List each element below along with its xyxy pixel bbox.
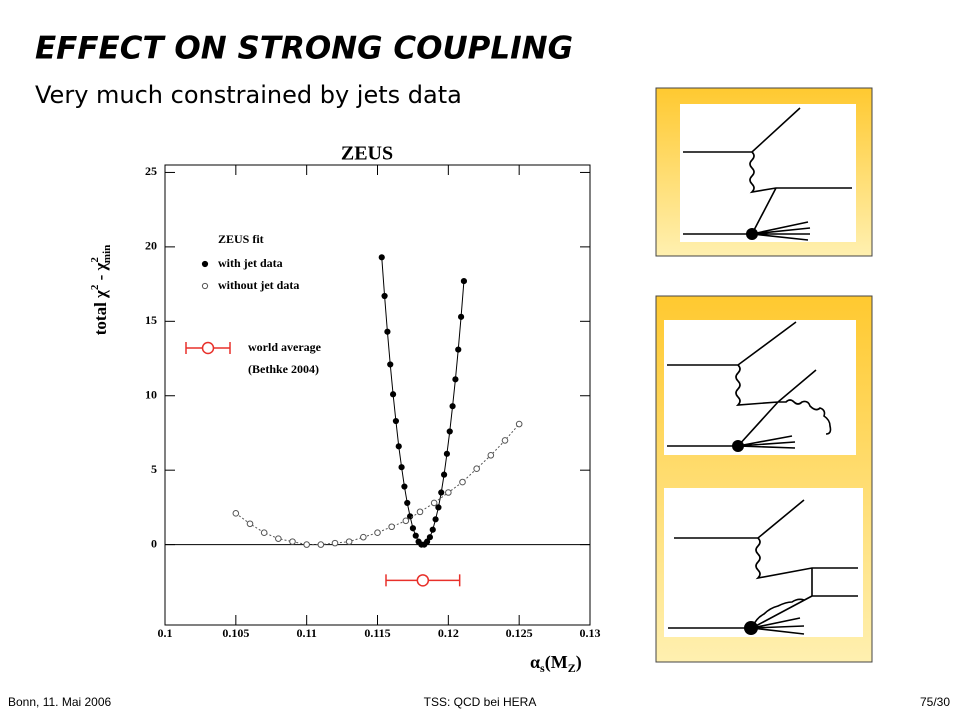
data-point	[455, 346, 462, 353]
data-point	[317, 541, 325, 548]
x-label-part: Z	[568, 661, 576, 675]
data-point	[331, 539, 339, 547]
x-label-part: s	[540, 661, 545, 675]
data-point	[402, 517, 410, 525]
data-point	[345, 538, 353, 545]
data-point	[416, 508, 424, 516]
data-point	[387, 361, 394, 368]
data-point	[459, 478, 466, 486]
data-point	[429, 526, 436, 533]
data-point	[460, 278, 468, 285]
legend-marker	[201, 282, 209, 290]
footer-center: TSS: QCD bei HERA	[424, 695, 537, 709]
data-point	[404, 499, 411, 507]
data-point	[501, 437, 509, 444]
y-label-part: total χ	[91, 290, 110, 335]
data-point	[303, 541, 310, 548]
y-label-part: - χ	[91, 262, 110, 284]
y-tick-label: 25	[145, 164, 157, 178]
feynman-panel-1	[655, 87, 873, 257]
data-point	[406, 513, 414, 520]
x-tick-label: 0.1	[158, 626, 173, 640]
data-point	[449, 403, 456, 410]
legend-label: world average	[248, 340, 322, 354]
data-point	[443, 450, 451, 457]
slide-title: EFFECT ON STRONG COUPLING	[35, 31, 573, 67]
data-point	[487, 451, 495, 459]
data-point	[388, 523, 395, 531]
data-point	[440, 471, 448, 478]
data-point	[438, 489, 445, 496]
y-tick-label: 10	[145, 387, 157, 401]
x-label-part: (M	[545, 652, 568, 673]
plot: ZEUS total χ2 - χ2min αs(MZ) ZEUS fit 05…	[89, 143, 601, 675]
y-tick-label: 5	[151, 462, 157, 476]
data-point	[423, 538, 431, 545]
data-point	[374, 529, 381, 537]
data-point	[232, 510, 240, 517]
x-label-part: )	[576, 652, 582, 673]
x-axis-label: αs(MZ)	[530, 652, 582, 675]
y-axis-label: total χ2 - χ2min	[89, 245, 113, 336]
world-average-point	[416, 574, 430, 587]
data-point	[435, 504, 442, 511]
data-point	[395, 443, 402, 450]
data-point	[398, 464, 405, 471]
data-point	[426, 534, 434, 541]
x-tick-label: 0.105	[222, 626, 249, 640]
data-point	[275, 535, 282, 542]
y-tick-label: 0	[151, 536, 157, 550]
series-line	[235, 423, 520, 546]
legend-title: ZEUS fit	[218, 232, 264, 246]
chart-title: ZEUS	[341, 143, 393, 165]
data-point	[412, 532, 419, 539]
data-point	[381, 292, 388, 300]
x-tick-label: 0.12	[438, 626, 459, 640]
legend-label: (Bethke 2004)	[248, 362, 319, 376]
legend-label: with jet data	[218, 256, 283, 270]
feynman-panel-2	[655, 295, 873, 663]
y-label-part: 2	[89, 257, 101, 263]
y-label-part: 2	[89, 284, 101, 290]
data-point	[445, 489, 452, 496]
data-point	[389, 391, 397, 398]
legend-marker	[201, 260, 209, 268]
data-point	[378, 254, 385, 261]
data-point	[401, 483, 408, 490]
data-point	[515, 420, 523, 428]
footer-left: Bonn, 11. Mai 2006	[8, 695, 112, 709]
x-tick-label: 0.125	[506, 626, 533, 640]
y-tick-label: 20	[145, 239, 157, 253]
data-point	[473, 465, 480, 472]
x-label-part: α	[530, 652, 540, 672]
data-point	[409, 525, 417, 532]
data-point	[360, 533, 367, 541]
data-point	[260, 529, 268, 537]
data-point	[392, 417, 400, 425]
y-tick-label: 15	[145, 313, 157, 327]
data-point	[430, 499, 438, 507]
data-point	[246, 520, 254, 528]
legend-label: without jet data	[218, 278, 299, 292]
slide-subtitle: Very much constrained by jets data	[35, 81, 462, 109]
data-point	[452, 376, 459, 383]
x-tick-label: 0.11	[296, 626, 316, 640]
data-point	[384, 328, 391, 335]
y-label-part: min	[101, 245, 113, 263]
x-tick-label: 0.13	[580, 626, 601, 640]
data-point	[289, 538, 296, 545]
series-line	[381, 257, 465, 546]
legend-marker	[201, 341, 215, 355]
x-tick-label: 0.115	[364, 626, 390, 640]
footer-right: 75/30	[920, 695, 950, 709]
data-point	[432, 516, 439, 523]
data-point	[457, 313, 465, 320]
data-point	[446, 428, 453, 435]
